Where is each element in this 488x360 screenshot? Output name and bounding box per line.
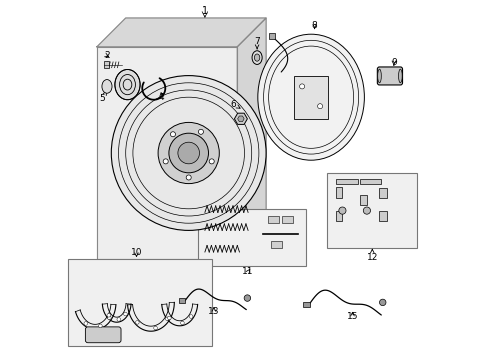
- Circle shape: [168, 133, 208, 173]
- Bar: [268, 33, 275, 39]
- Circle shape: [198, 129, 203, 134]
- Circle shape: [170, 132, 175, 137]
- Polygon shape: [97, 18, 265, 47]
- Circle shape: [84, 322, 87, 325]
- Bar: [179, 298, 185, 303]
- Bar: [68, 259, 212, 346]
- Text: 12: 12: [366, 249, 377, 262]
- Circle shape: [165, 317, 169, 321]
- Text: 1: 1: [202, 6, 207, 16]
- Circle shape: [178, 142, 199, 164]
- Circle shape: [317, 104, 322, 109]
- Bar: [104, 61, 109, 68]
- Circle shape: [189, 315, 193, 318]
- Bar: [336, 179, 357, 184]
- Ellipse shape: [102, 80, 112, 93]
- Circle shape: [180, 321, 184, 325]
- Text: 5: 5: [99, 91, 106, 103]
- Polygon shape: [97, 47, 237, 259]
- Circle shape: [153, 326, 157, 330]
- Text: 2: 2: [104, 51, 110, 60]
- Ellipse shape: [254, 54, 259, 61]
- Text: 9: 9: [390, 58, 396, 67]
- Bar: [379, 188, 386, 198]
- Polygon shape: [237, 116, 244, 122]
- Text: 6: 6: [230, 100, 240, 109]
- Text: 4: 4: [159, 93, 164, 102]
- Text: 14: 14: [262, 68, 273, 77]
- Circle shape: [244, 295, 250, 301]
- Bar: [379, 211, 386, 221]
- Bar: [267, 216, 278, 223]
- Text: 3: 3: [130, 90, 136, 99]
- Bar: [271, 241, 282, 248]
- Text: 15: 15: [346, 312, 358, 321]
- Circle shape: [163, 159, 168, 164]
- FancyBboxPatch shape: [377, 67, 402, 85]
- Polygon shape: [237, 18, 265, 259]
- Text: 10: 10: [130, 248, 142, 257]
- Circle shape: [107, 314, 110, 317]
- Bar: [293, 76, 327, 119]
- Text: 11: 11: [242, 267, 253, 276]
- Circle shape: [123, 312, 127, 316]
- Circle shape: [209, 159, 214, 164]
- Circle shape: [338, 207, 346, 214]
- Ellipse shape: [257, 34, 364, 160]
- Text: 7: 7: [254, 37, 260, 49]
- Bar: [326, 173, 416, 248]
- Bar: [336, 211, 341, 221]
- Circle shape: [363, 207, 370, 214]
- Polygon shape: [234, 113, 247, 125]
- Ellipse shape: [398, 69, 401, 83]
- Circle shape: [379, 299, 385, 306]
- Circle shape: [111, 76, 265, 230]
- Circle shape: [299, 84, 304, 89]
- Bar: [197, 209, 305, 266]
- Circle shape: [117, 318, 121, 321]
- Circle shape: [135, 321, 139, 324]
- Bar: [282, 216, 292, 223]
- Ellipse shape: [115, 69, 140, 100]
- Text: 13: 13: [208, 307, 219, 316]
- Circle shape: [167, 316, 171, 320]
- FancyBboxPatch shape: [85, 327, 121, 343]
- Bar: [359, 179, 381, 184]
- Bar: [336, 187, 341, 198]
- Bar: [303, 302, 309, 307]
- Circle shape: [186, 175, 191, 180]
- Bar: [359, 195, 366, 205]
- Text: 8: 8: [311, 22, 317, 31]
- Circle shape: [99, 324, 102, 328]
- Circle shape: [107, 316, 111, 320]
- Ellipse shape: [377, 69, 381, 83]
- Ellipse shape: [251, 51, 262, 64]
- Circle shape: [158, 122, 219, 184]
